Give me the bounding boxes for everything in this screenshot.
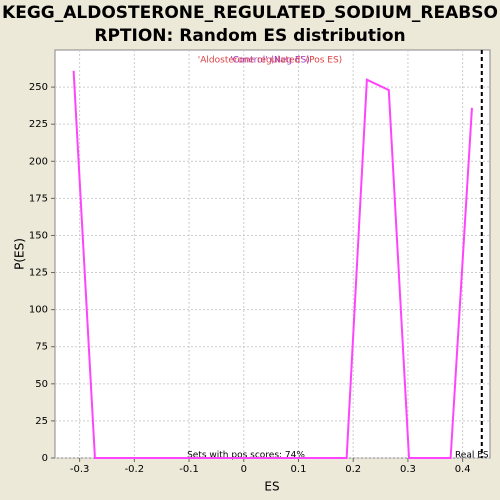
y-tick-label: 25 — [35, 416, 48, 427]
x-tick-label: -0.2 — [125, 464, 145, 475]
legend-entry: 'Aldosterone regulated' (Pos ES) — [198, 56, 342, 66]
y-tick-label: 100 — [29, 305, 48, 316]
y-tick-label: 250 — [29, 82, 48, 93]
x-tick-label: -0.1 — [179, 464, 199, 475]
y-tick-label: 0 — [42, 453, 48, 464]
x-tick-label: 0.1 — [291, 464, 307, 475]
y-tick-label: 225 — [29, 119, 48, 130]
y-tick-label: 125 — [29, 268, 48, 279]
x-tick-label: 0 — [241, 464, 247, 475]
x-tick-label: 0.3 — [400, 464, 416, 475]
x-tick-label: -0.3 — [70, 464, 90, 475]
plot-area — [54, 49, 491, 459]
y-tick-label: 175 — [29, 193, 48, 204]
y-tick-label: 75 — [35, 342, 48, 353]
y-tick-label: 150 — [29, 230, 48, 241]
chart-title: KEGG_ALDOSTERONE_REGULATED_SODIUM_REABSO — [2, 3, 498, 23]
pos-scores-note: Sets with pos scores: 74% — [187, 451, 305, 461]
chart-title: RPTION: Random ES distribution — [94, 26, 405, 46]
x-axis-label: ES — [264, 480, 279, 494]
x-tick-label: 0.4 — [455, 464, 471, 475]
y-axis-label: P(ES) — [13, 238, 27, 270]
y-tick-label: 50 — [35, 379, 48, 390]
es-line — [72, 70, 473, 459]
legend-entry: 'Control' (Neg ES) — [230, 56, 310, 66]
x-tick-label: 0.2 — [345, 464, 361, 475]
real-es-label: Real ES — [455, 451, 489, 461]
y-tick-label: 200 — [29, 156, 48, 167]
